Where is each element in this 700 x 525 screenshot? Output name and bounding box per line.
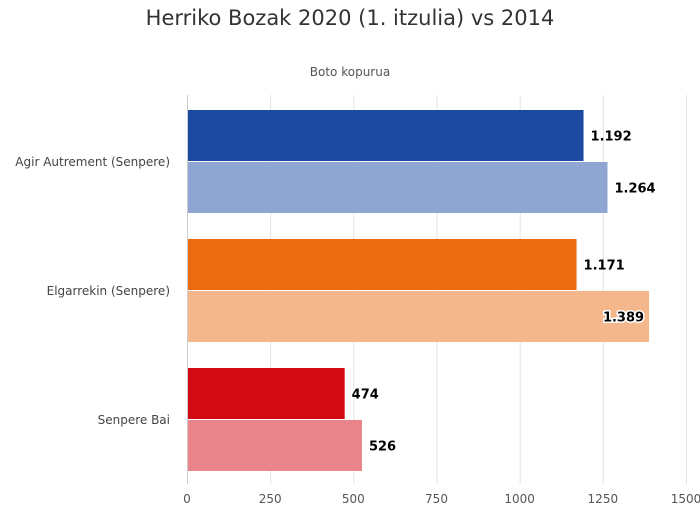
bar: [187, 291, 650, 342]
category-label: Elgarrekin (Senpere): [47, 284, 170, 298]
x-tick-label: 250: [259, 492, 282, 506]
data-label: 526: [369, 440, 396, 455]
data-label: 1.389: [603, 311, 644, 326]
data-label: 1.171: [584, 259, 625, 274]
category-label: Agir Autrement (Senpere): [15, 155, 170, 169]
bar: [187, 110, 584, 161]
data-label: 474: [352, 388, 379, 403]
x-tick-label: 0: [183, 492, 191, 506]
value-axis-title: Boto kopurua: [309, 65, 391, 79]
x-tick-label: 1250: [588, 492, 619, 506]
bar: [187, 420, 362, 471]
data-label: 1.192: [591, 130, 632, 145]
chart-title: Herriko Bozak 2020 (1. itzulia) vs 2014: [145, 6, 555, 30]
x-tick-label: 500: [342, 492, 365, 506]
data-label: 1.264: [614, 182, 655, 197]
x-tick-label: 750: [425, 492, 448, 506]
bar: [187, 162, 608, 213]
x-tick-label: 1500: [671, 492, 700, 506]
bar: [187, 239, 577, 290]
category-label: Senpere Bai: [98, 413, 170, 427]
x-tick-label: 1000: [504, 492, 535, 506]
bar: [187, 368, 345, 419]
